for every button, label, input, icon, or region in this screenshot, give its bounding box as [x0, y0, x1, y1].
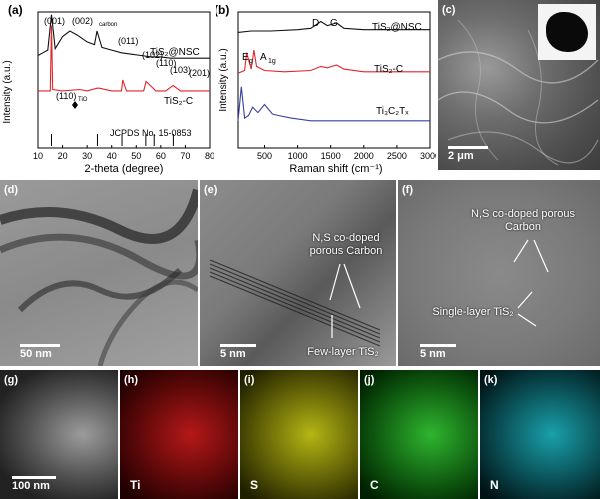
element-n: N: [490, 478, 499, 492]
xrd-xtick-0: 10: [33, 151, 43, 161]
peak-eg: E: [242, 52, 249, 63]
panel-label-k: (k): [484, 374, 498, 386]
scale-bar-d: 50 nm: [20, 344, 60, 360]
tem-e-texture: [209, 259, 381, 347]
peak-103: (103): [170, 65, 191, 75]
annot-e-arrows: [329, 263, 361, 338]
raman-chart: 500 1000 1500 2000 2500 3000 Intensity (a.u.)…: [216, 3, 436, 175]
peak-g: G: [330, 18, 338, 29]
peak-102: (102): [142, 50, 163, 60]
raman-label-tis2-nsc: TiS₂@NSC: [372, 22, 422, 33]
panel-label-e: (e): [204, 184, 218, 196]
peak-tio-sub: TiO: [78, 97, 88, 103]
raman-ylabel: Intensity (a.u.): [218, 48, 229, 111]
peak-011: (011): [118, 36, 138, 46]
raman-label-tis2-c: TiS₂-C: [374, 64, 403, 75]
panel-label-a: (a): [8, 3, 23, 17]
raman-series-2: [237, 86, 430, 122]
sem-texture: [438, 19, 599, 166]
xrd-xtick-1: 20: [58, 151, 68, 161]
scale-bar-c: 2 μm: [448, 146, 488, 162]
element-ti: Ti: [130, 478, 141, 492]
annot-f-carbon: N,S co-doped porous Carbon: [471, 208, 575, 233]
panel-label-d: (d): [4, 184, 19, 196]
panel-b-raman: 500 1000 1500 2000 2500 3000 Intensity (a.u.)…: [216, 0, 436, 178]
panel-g-stem: (g) 100 nm: [0, 370, 118, 499]
peak-a1g: A: [260, 52, 267, 63]
raman-label-ti3c2: Ti₃C₂Tₓ: [376, 106, 409, 117]
raman-xtick-0: 500: [257, 151, 272, 161]
peak-001: (001): [44, 16, 65, 26]
raman-xtick-3: 2000: [354, 151, 374, 161]
peak-002: (002): [72, 16, 93, 26]
peak-eg-sub: g: [249, 58, 253, 65]
xrd-xtick-3: 40: [107, 151, 117, 161]
scale-bar-g: 100 nm: [12, 476, 56, 492]
raman-series-1: [237, 50, 430, 74]
peak-a1g-sub: 1g: [268, 58, 276, 65]
sem-inset-photo: [538, 4, 596, 60]
tio-marker: [72, 101, 78, 109]
scale-text-c: 2 μm: [448, 150, 474, 162]
panel-k-n-map: (k) N: [480, 370, 600, 499]
raman-xtick-4: 2500: [387, 151, 407, 161]
scale-text-e: 5 nm: [220, 348, 246, 360]
element-s: S: [250, 478, 259, 492]
xrd-xtick-7: 80: [205, 151, 214, 161]
xrd-xtick-5: 60: [156, 151, 166, 161]
xrd-xtick-2: 30: [82, 151, 92, 161]
tem-d-texture: [0, 188, 198, 366]
series-label-tis2-nsc: TiS₂@NSC: [150, 47, 200, 58]
panel-d-tem: (d) 50 nm: [0, 180, 198, 366]
scale-bar-f: 5 nm: [420, 344, 456, 360]
panel-label-b: (b): [216, 3, 229, 17]
element-c: C: [370, 478, 379, 492]
raman-series-0: [237, 20, 430, 33]
scale-text-d: 50 nm: [20, 348, 52, 360]
panel-j-c-map: (j) C: [360, 370, 478, 499]
inset-powder: [546, 12, 588, 52]
peak-d: D: [312, 18, 319, 29]
peak-110-tio: (110): [56, 91, 76, 101]
panel-label-h: (h): [124, 374, 139, 386]
panel-i-s-map: (i) S: [240, 370, 358, 499]
series-label-tis2-c: TiS₂-C: [164, 96, 193, 107]
scale-text-f: 5 nm: [420, 348, 446, 360]
xrd-xtick-6: 70: [180, 151, 190, 161]
panel-a-xrd: 10 20 30 40 50 60 70 80 Intensity (a.u.) 2-thet…: [0, 0, 214, 178]
scale-bar-e: 5 nm: [220, 344, 256, 360]
raman-xlabel: Raman shift (cm⁻¹): [289, 163, 382, 175]
panel-label-j: (j): [364, 374, 375, 386]
xrd-xtick-4: 50: [131, 151, 141, 161]
xrd-series-0: [37, 14, 210, 59]
xrd-chart: 10 20 30 40 50 60 70 80 Intensity (a.u.) 2-thet…: [2, 3, 214, 175]
raman-xtick-5: 3000: [420, 151, 436, 161]
raman-xtick-1: 1000: [288, 151, 308, 161]
peak-201: (201): [189, 68, 210, 78]
panel-label-f: (f): [402, 184, 413, 196]
panel-label-c: (c): [442, 4, 456, 16]
panel-h-ti-map: (h) Ti: [120, 370, 238, 499]
xrd-ylabel: Intensity (a.u.): [2, 60, 13, 123]
annot-f-arrows: [513, 239, 549, 327]
panel-f-hrtem: (f) N,S co-doped porous Carbon Single-la…: [398, 180, 600, 366]
peak-110: (110): [156, 58, 176, 68]
xrd-plot-frame: [37, 11, 211, 149]
raman-plot-frame: [237, 11, 431, 149]
scale-text-g: 100 nm: [12, 480, 50, 492]
panel-label-g: (g): [4, 374, 19, 386]
xrd-series-1: [38, 25, 210, 92]
panel-label-i: (i): [244, 374, 255, 386]
panel-e-hrtem: (e) N,S co-doped porous Carbon Few-layer…: [200, 180, 396, 366]
peak-carbon: carbon: [99, 22, 117, 28]
annot-e-carbon: N,S co-doped porous Carbon: [309, 232, 383, 257]
xrd-xlabel: 2-theta (degree): [85, 163, 164, 175]
series-label-jcpds: JCPDS No. 15-0853: [110, 128, 192, 138]
annot-f-singlelayer: Single-layer TiS₂: [432, 306, 514, 318]
raman-xtick-2: 1500: [321, 151, 341, 161]
annot-e-fewlayer: Few-layer TiS₂: [307, 346, 379, 358]
panel-c-sem: (c) 2 μm: [438, 0, 600, 170]
